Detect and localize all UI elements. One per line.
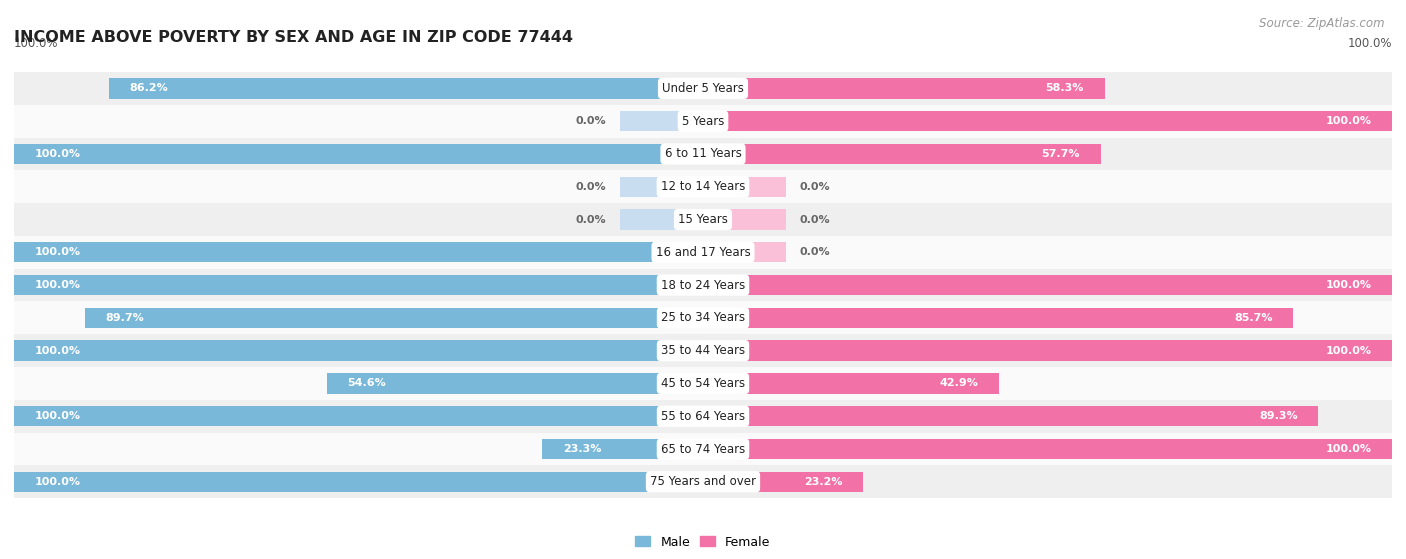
Text: 12 to 14 Years: 12 to 14 Years bbox=[661, 180, 745, 193]
Text: 0.0%: 0.0% bbox=[576, 182, 606, 192]
Text: 45 to 54 Years: 45 to 54 Years bbox=[661, 377, 745, 390]
Bar bbox=[703, 111, 1392, 131]
Bar bbox=[14, 433, 1392, 466]
Text: 18 to 24 Years: 18 to 24 Years bbox=[661, 278, 745, 292]
Bar bbox=[703, 340, 1392, 361]
Text: 6 to 11 Years: 6 to 11 Years bbox=[665, 148, 741, 160]
Text: 0.0%: 0.0% bbox=[800, 215, 830, 225]
Text: 25 to 34 Years: 25 to 34 Years bbox=[661, 311, 745, 324]
Bar bbox=[326, 373, 703, 394]
Bar bbox=[703, 373, 998, 394]
Bar bbox=[703, 275, 1392, 295]
Text: 0.0%: 0.0% bbox=[576, 215, 606, 225]
Text: 100.0%: 100.0% bbox=[14, 37, 59, 50]
Text: 15 Years: 15 Years bbox=[678, 213, 728, 226]
Bar bbox=[703, 307, 1294, 328]
Bar bbox=[14, 242, 703, 263]
Text: 42.9%: 42.9% bbox=[939, 378, 979, 389]
Text: 54.6%: 54.6% bbox=[347, 378, 387, 389]
Text: Under 5 Years: Under 5 Years bbox=[662, 82, 744, 95]
Bar bbox=[703, 406, 1319, 427]
Text: 100.0%: 100.0% bbox=[35, 411, 80, 421]
Bar bbox=[14, 472, 703, 492]
Text: 0.0%: 0.0% bbox=[800, 247, 830, 257]
Bar bbox=[703, 144, 1101, 164]
Bar bbox=[14, 466, 1392, 498]
Bar bbox=[14, 269, 1392, 301]
Text: 0.0%: 0.0% bbox=[576, 116, 606, 126]
Text: 23.2%: 23.2% bbox=[804, 477, 842, 487]
Bar bbox=[14, 138, 1392, 170]
Text: 89.7%: 89.7% bbox=[105, 313, 145, 323]
Bar bbox=[14, 203, 1392, 236]
Bar bbox=[703, 242, 786, 263]
Text: 89.3%: 89.3% bbox=[1258, 411, 1298, 421]
Bar bbox=[14, 334, 1392, 367]
Bar bbox=[14, 301, 1392, 334]
Bar bbox=[14, 105, 1392, 138]
Bar bbox=[14, 170, 1392, 203]
Text: 65 to 74 Years: 65 to 74 Years bbox=[661, 443, 745, 456]
Text: 100.0%: 100.0% bbox=[35, 247, 80, 257]
Bar bbox=[703, 472, 863, 492]
Bar bbox=[543, 439, 703, 459]
Text: 100.0%: 100.0% bbox=[35, 149, 80, 159]
Text: 85.7%: 85.7% bbox=[1234, 313, 1272, 323]
Bar bbox=[14, 400, 1392, 433]
Bar bbox=[110, 78, 703, 98]
Text: 100.0%: 100.0% bbox=[1326, 280, 1371, 290]
Text: 58.3%: 58.3% bbox=[1046, 83, 1084, 93]
Text: Source: ZipAtlas.com: Source: ZipAtlas.com bbox=[1260, 17, 1385, 30]
Bar bbox=[14, 236, 1392, 269]
Bar bbox=[703, 177, 786, 197]
Bar bbox=[703, 439, 1392, 459]
Text: 23.3%: 23.3% bbox=[564, 444, 602, 454]
Bar bbox=[14, 144, 703, 164]
Bar bbox=[703, 78, 1105, 98]
Text: 35 to 44 Years: 35 to 44 Years bbox=[661, 344, 745, 357]
Bar bbox=[620, 210, 703, 230]
Bar bbox=[14, 367, 1392, 400]
Text: 75 Years and over: 75 Years and over bbox=[650, 475, 756, 489]
Text: 16 and 17 Years: 16 and 17 Years bbox=[655, 246, 751, 259]
Text: 100.0%: 100.0% bbox=[1326, 444, 1371, 454]
Text: 100.0%: 100.0% bbox=[1347, 37, 1392, 50]
Bar bbox=[14, 72, 1392, 105]
Bar bbox=[620, 177, 703, 197]
Text: 100.0%: 100.0% bbox=[35, 280, 80, 290]
Bar bbox=[14, 406, 703, 427]
Text: 55 to 64 Years: 55 to 64 Years bbox=[661, 410, 745, 423]
Text: INCOME ABOVE POVERTY BY SEX AND AGE IN ZIP CODE 77444: INCOME ABOVE POVERTY BY SEX AND AGE IN Z… bbox=[14, 30, 574, 45]
Bar bbox=[703, 210, 786, 230]
Text: 100.0%: 100.0% bbox=[1326, 116, 1371, 126]
Bar bbox=[620, 111, 703, 131]
Legend: Male, Female: Male, Female bbox=[630, 530, 776, 553]
Bar bbox=[14, 275, 703, 295]
Text: 100.0%: 100.0% bbox=[1326, 345, 1371, 356]
Text: 0.0%: 0.0% bbox=[800, 182, 830, 192]
Text: 57.7%: 57.7% bbox=[1042, 149, 1080, 159]
Bar bbox=[14, 340, 703, 361]
Text: 86.2%: 86.2% bbox=[129, 83, 169, 93]
Text: 5 Years: 5 Years bbox=[682, 115, 724, 127]
Text: 100.0%: 100.0% bbox=[35, 477, 80, 487]
Bar bbox=[84, 307, 703, 328]
Text: 100.0%: 100.0% bbox=[35, 345, 80, 356]
